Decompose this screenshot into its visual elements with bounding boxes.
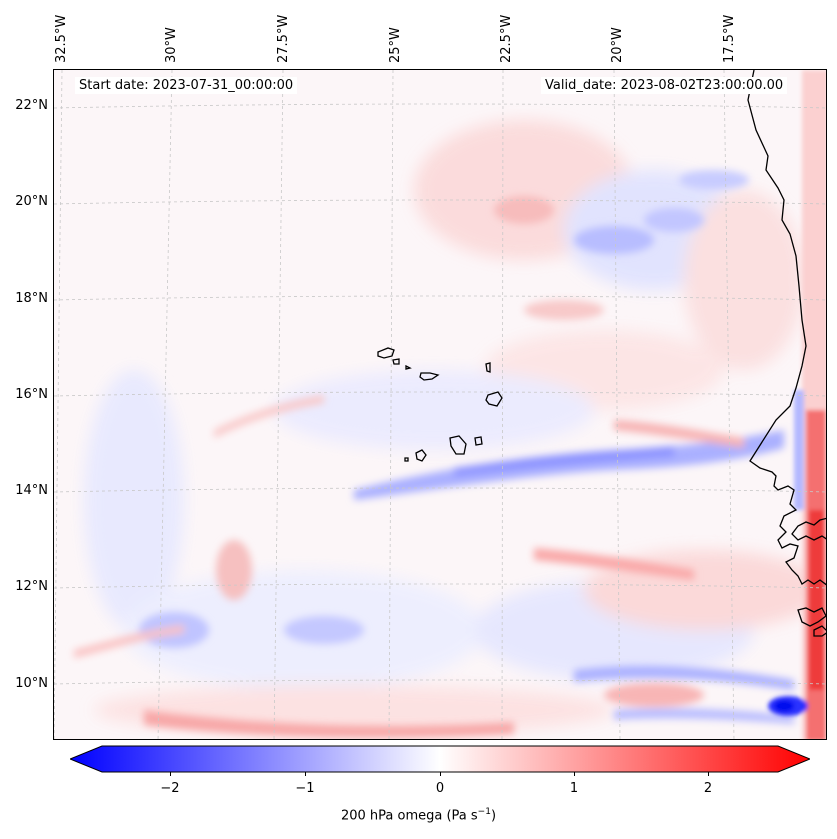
colorbar-tick-label-1: 1 — [569, 781, 579, 796]
valid-date-label: Valid_date: 2023-08-02T23:00:00.00 — [541, 77, 788, 94]
graticule — [54, 70, 826, 739]
colorbar-graphic — [68, 745, 812, 773]
lat-label-18n: 18°N — [15, 291, 48, 306]
lon-label-25w: 25°W — [388, 27, 403, 63]
colorbar-label: 200 hPa omega (Pa s−1) — [0, 807, 837, 823]
lat-label-10n: 10°N — [15, 676, 48, 691]
lon-label-32-5w: 32.5°W — [54, 14, 69, 63]
omega-field-features — [74, 170, 794, 738]
start-date-label: Start date: 2023-07-31_00:00:00 — [75, 77, 298, 94]
lat-label-14n: 14°N — [15, 483, 48, 498]
colorbar-tick-2 — [708, 772, 709, 776]
lon-label-30w: 30°W — [164, 27, 179, 63]
lon-label-22-5w: 22.5°W — [499, 14, 514, 63]
colorbar-tick-m2 — [170, 772, 171, 776]
colorbar-tick-label-m2: −2 — [160, 781, 180, 796]
omega-field-map — [54, 70, 826, 739]
lat-label-16n: 16°N — [15, 387, 48, 402]
lon-label-17-5w: 17.5°W — [722, 14, 737, 63]
colorbar-tick-label-m1: −1 — [295, 781, 315, 796]
colorbar-label-close: ) — [490, 808, 497, 824]
omega-field-edge — [768, 70, 826, 739]
colorbar-tick-m1 — [305, 772, 306, 776]
lat-label-22n: 22°N — [15, 98, 48, 113]
map-panel — [53, 69, 827, 740]
colorbar-tick-1 — [574, 772, 575, 776]
africa-coastline — [747, 70, 826, 637]
colorbar-label-exponent: −1 — [477, 807, 491, 817]
colorbar-tick-label-2: 2 — [703, 781, 713, 796]
lon-label-20w: 20°W — [610, 27, 625, 63]
lat-label-12n: 12°N — [15, 579, 48, 594]
cabo-verde-islands — [377, 347, 503, 462]
colorbar-tick-0 — [440, 772, 441, 776]
colorbar-label-text: 200 hPa omega (Pa s — [340, 808, 478, 824]
lon-label-27-5w: 27.5°W — [276, 14, 291, 63]
lat-label-20n: 20°N — [15, 194, 48, 209]
colorbar-tick-label-0: 0 — [435, 781, 445, 796]
colorbar — [68, 745, 812, 773]
